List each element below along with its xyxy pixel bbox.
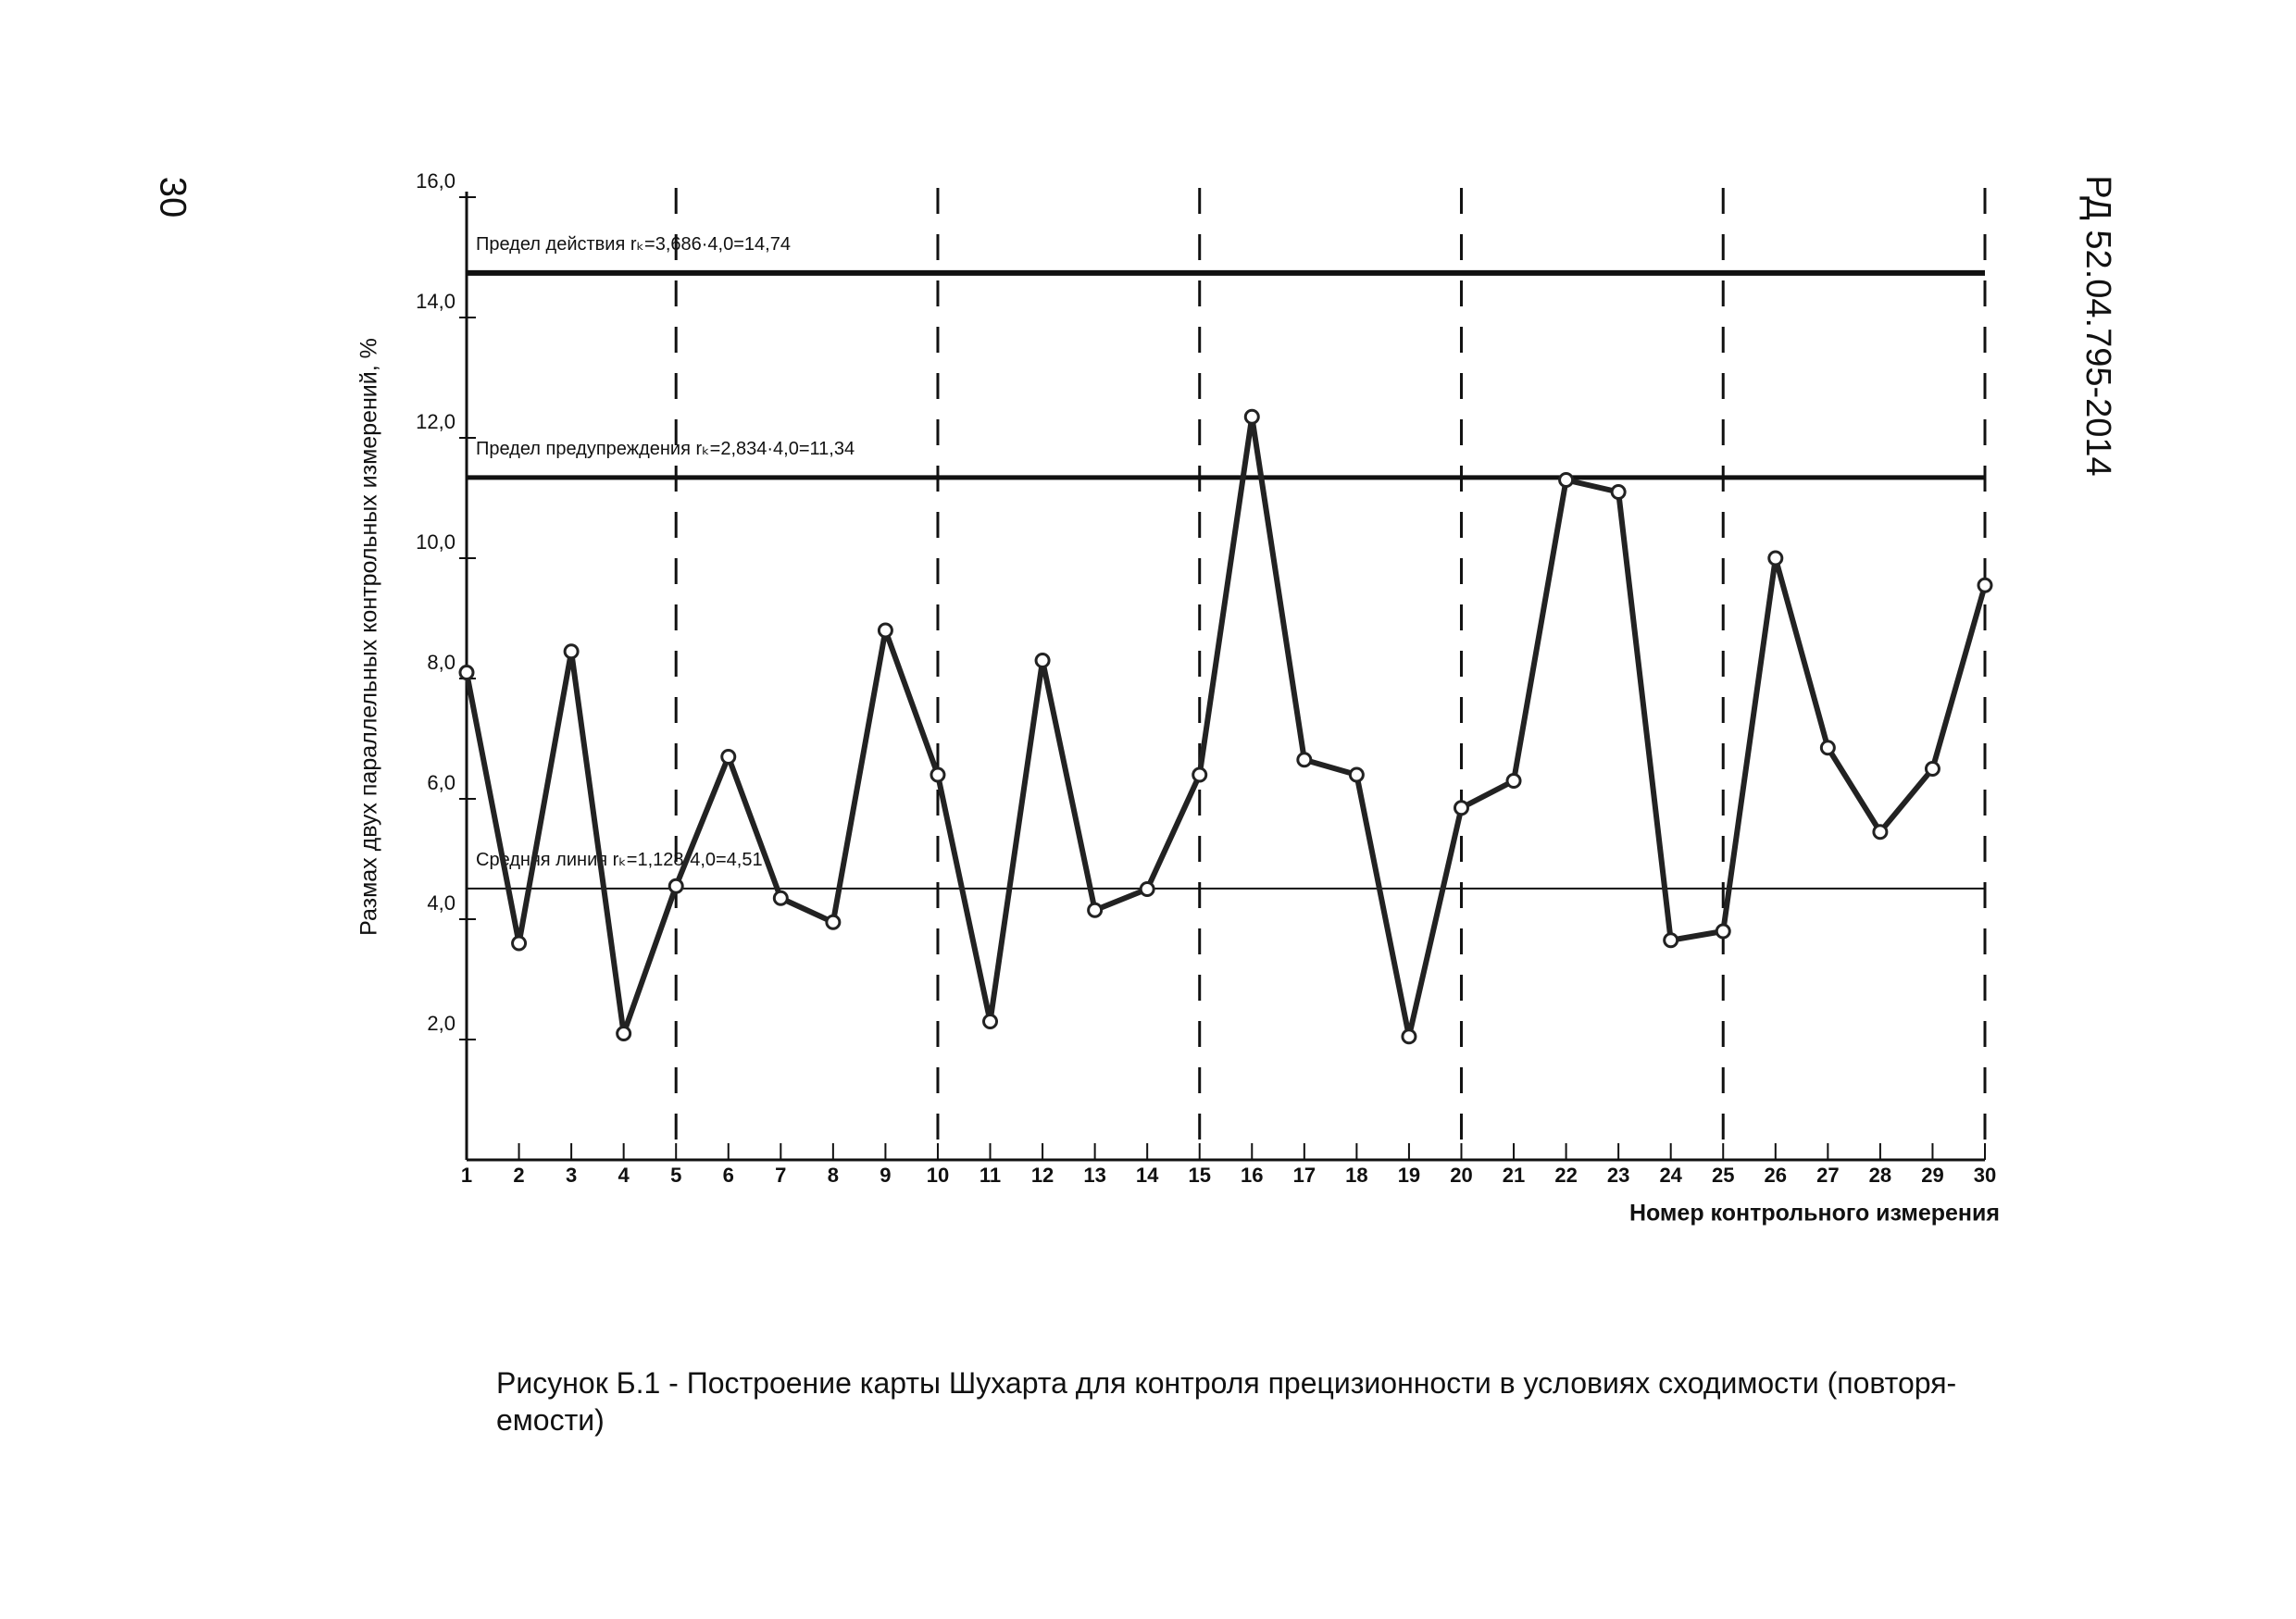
data-point bbox=[982, 1014, 999, 1029]
data-point bbox=[1348, 766, 1365, 783]
caption-line: емости) bbox=[496, 1403, 605, 1437]
x-tick-label: 6 bbox=[723, 1164, 734, 1187]
data-line bbox=[464, 414, 1988, 1040]
y-tick-label: 16,0 bbox=[416, 169, 455, 193]
x-tick-label: 18 bbox=[1345, 1164, 1367, 1187]
data-point bbox=[1087, 902, 1104, 918]
data-point bbox=[1663, 932, 1679, 949]
data-point bbox=[772, 890, 789, 906]
x-tick-label: 9 bbox=[880, 1164, 891, 1187]
x-tick-label: 28 bbox=[1869, 1164, 1891, 1187]
y-tick-label: 6,0 bbox=[427, 771, 455, 794]
data-point bbox=[1505, 773, 1522, 789]
data-point bbox=[1453, 800, 1469, 816]
y-tick-label: 14,0 bbox=[416, 290, 455, 313]
data-point bbox=[825, 914, 842, 930]
data-point bbox=[720, 749, 737, 765]
y-tick-label: 10,0 bbox=[416, 530, 455, 554]
data-point bbox=[563, 643, 580, 660]
x-tick-label: 11 bbox=[980, 1164, 1001, 1187]
data-point bbox=[1034, 653, 1051, 668]
x-axis-label: Номер контрольного измерения bbox=[1629, 1201, 2000, 1227]
x-tick-label: 21 bbox=[1503, 1164, 1525, 1187]
y-tick-label: 8,0 bbox=[427, 651, 455, 674]
x-tick-label: 20 bbox=[1450, 1164, 1472, 1187]
x-tick-label: 5 bbox=[670, 1164, 681, 1187]
data-point bbox=[1819, 740, 1836, 756]
data-point bbox=[1977, 577, 1993, 593]
data-point bbox=[616, 1026, 632, 1041]
reference-label: Предел действия rₖ=3,686·4,0=14,74 bbox=[476, 234, 791, 255]
x-tick-label: 29 bbox=[1921, 1164, 1943, 1187]
x-tick-label: 15 bbox=[1188, 1164, 1210, 1187]
data-point bbox=[1296, 752, 1313, 768]
x-tick-label: 23 bbox=[1607, 1164, 1629, 1187]
reference-label: Предел предупреждения rₖ=2,834·4,0=11,34 bbox=[476, 439, 855, 459]
x-tick-label: 27 bbox=[1816, 1164, 1839, 1187]
data-point bbox=[511, 935, 528, 952]
x-tick-label: 24 bbox=[1659, 1164, 1682, 1187]
x-tick-label: 14 bbox=[1136, 1164, 1159, 1187]
data-point bbox=[1715, 923, 1731, 940]
data-point bbox=[458, 665, 475, 680]
data-point bbox=[1872, 824, 1889, 841]
y-tick-label: 4,0 bbox=[427, 891, 455, 915]
y-axis-label: Размах двух параллельных контрольных изм… bbox=[356, 338, 382, 936]
data-point bbox=[1767, 550, 1784, 567]
caption: Рисунок Б.1 - Построение карты Шухарта д… bbox=[496, 1364, 2015, 1438]
data-point bbox=[1401, 1028, 1417, 1045]
x-tick-label: 4 bbox=[618, 1164, 630, 1187]
x-tick-label: 25 bbox=[1712, 1164, 1734, 1187]
data-point bbox=[1243, 408, 1260, 425]
x-tick-label: 8 bbox=[828, 1164, 839, 1187]
data-point bbox=[1192, 766, 1208, 783]
x-tick-label: 3 bbox=[566, 1164, 577, 1187]
x-tick-label: 13 bbox=[1083, 1164, 1105, 1187]
x-tick-label: 12 bbox=[1031, 1164, 1054, 1187]
data-point bbox=[877, 622, 893, 639]
data-point bbox=[1924, 761, 1940, 777]
x-tick-label: 17 bbox=[1293, 1164, 1316, 1187]
x-tick-label: 30 bbox=[1974, 1164, 1996, 1187]
data-point bbox=[1139, 881, 1155, 897]
reference-label: Средняя линия rₖ=1,128·4,0=4,51 bbox=[476, 850, 763, 870]
document-code: РД 52.04.795-2014 bbox=[2078, 175, 2117, 476]
x-tick-label: 7 bbox=[775, 1164, 786, 1187]
caption-line: Рисунок Б.1 - Построение карты Шухарта д… bbox=[496, 1366, 1957, 1400]
data-point bbox=[668, 878, 684, 894]
data-point bbox=[930, 766, 946, 783]
x-tick-label: 19 bbox=[1398, 1164, 1420, 1187]
x-tick-label: 26 bbox=[1765, 1164, 1787, 1187]
x-tick-label: 22 bbox=[1554, 1164, 1577, 1187]
y-tick-label: 2,0 bbox=[427, 1012, 455, 1035]
x-tick-label: 10 bbox=[927, 1164, 949, 1187]
data-point bbox=[1558, 472, 1575, 488]
x-tick-label: 1 bbox=[461, 1164, 472, 1187]
data-point bbox=[1610, 484, 1627, 500]
x-tick-label: 16 bbox=[1241, 1164, 1263, 1187]
page-number: 30 bbox=[152, 177, 193, 218]
x-tick-label: 2 bbox=[513, 1164, 524, 1187]
y-tick-label: 12,0 bbox=[416, 410, 455, 433]
